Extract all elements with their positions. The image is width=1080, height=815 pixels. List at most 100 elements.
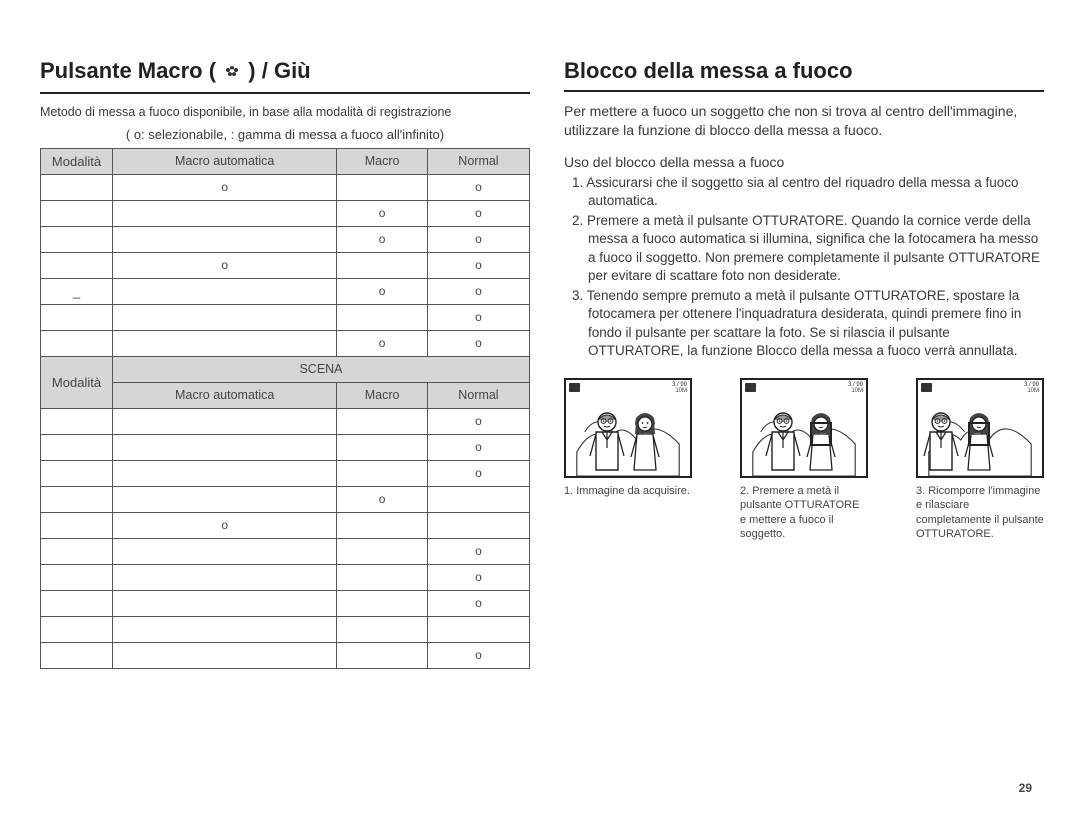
table-cell: o — [427, 226, 529, 252]
table-cell — [337, 564, 428, 590]
table-cell: o — [337, 200, 428, 226]
heading-text-pre: Pulsante Macro ( — [40, 58, 216, 83]
table-cell: o — [113, 174, 337, 200]
table-row: oo — [41, 330, 530, 356]
table-cell — [41, 434, 113, 460]
table-cell — [41, 538, 113, 564]
table-cell — [41, 330, 113, 356]
table-cell: o — [427, 252, 529, 278]
procedure-list: 1. Assicurarsi che il soggetto sia al ce… — [564, 174, 1044, 360]
scena-split-row: Modalità SCENA — [41, 356, 530, 382]
table-cell: o — [427, 174, 529, 200]
focus-frame — [968, 422, 990, 446]
camera-overlay-text: 3 / 9910M — [848, 382, 863, 394]
table-cell: o — [427, 304, 529, 330]
procedure-subtitle: Uso del blocco della messa a fuoco — [564, 154, 1044, 170]
table-cell — [337, 590, 428, 616]
table-header-row: Modalità Macro automatica Macro Normal — [41, 148, 530, 174]
table2-header-row: Macro automatica Macro Normal — [41, 382, 530, 408]
left-column: Pulsante Macro ( ) / Giù Metodo di messa… — [40, 58, 530, 785]
camera-overlay-text: 3 / 9910M — [672, 382, 687, 394]
table-cell: o — [427, 642, 529, 668]
table-cell — [113, 330, 337, 356]
table-cell — [337, 616, 428, 642]
manual-page: Pulsante Macro ( ) / Giù Metodo di messa… — [0, 0, 1080, 815]
table-row: o — [41, 408, 530, 434]
table-row: oo — [41, 226, 530, 252]
table-row: o — [41, 486, 530, 512]
table-row: _ oo — [41, 278, 530, 304]
camera-mode-icon — [569, 383, 580, 392]
focus-frame — [810, 422, 832, 446]
table-cell — [41, 642, 113, 668]
table-cell — [113, 538, 337, 564]
figure: 3 / 9910M2. Premere a metà il pulsante O… — [740, 378, 868, 541]
table-row: o — [41, 512, 530, 538]
left-heading: Pulsante Macro ( ) / Giù — [40, 58, 530, 94]
step-2: 2. Premere a metà il pulsante OTTURATORE… — [564, 212, 1044, 285]
step-3: 3. Tenendo sempre premuto a metà il puls… — [564, 287, 1044, 360]
table-cell — [427, 486, 529, 512]
table-row: o — [41, 304, 530, 330]
col-header: Normal — [427, 382, 529, 408]
scena-cell: SCENA — [113, 356, 530, 382]
modalita-cell: Modalità — [41, 356, 113, 408]
table-cell — [41, 486, 113, 512]
table-cell — [113, 564, 337, 590]
right-column: Blocco della messa a fuoco Per mettere a… — [564, 58, 1044, 785]
col-header: Macro — [337, 148, 428, 174]
camera-overlay-text: 3 / 9910M — [1024, 382, 1039, 394]
table-cell: o — [427, 408, 529, 434]
col-header: Macro automatica — [113, 382, 337, 408]
table-cell — [427, 616, 529, 642]
table-cell — [113, 226, 337, 252]
table-cell — [113, 616, 337, 642]
figure-caption: 1. Immagine da acquisire. — [564, 484, 692, 498]
right-heading: Blocco della messa a fuoco — [564, 58, 1044, 92]
table-row: oo — [41, 174, 530, 200]
table-cell — [337, 408, 428, 434]
table-cell: o — [337, 330, 428, 356]
table-cell — [337, 174, 428, 200]
table-cell — [427, 512, 529, 538]
table-cell: o — [427, 590, 529, 616]
table-cell: o — [427, 564, 529, 590]
figure-illustration: 3 / 9910M — [564, 378, 692, 478]
table-cell — [41, 564, 113, 590]
table-cell — [113, 486, 337, 512]
table-cell: o — [427, 330, 529, 356]
table-cell — [113, 460, 337, 486]
table-cell: o — [113, 512, 337, 538]
table-row: o — [41, 564, 530, 590]
col-header: Normal — [427, 148, 529, 174]
table-cell: o — [337, 278, 428, 304]
table-cell: o — [113, 252, 337, 278]
table-cell: o — [427, 278, 529, 304]
intro-paragraph: Per mettere a fuoco un soggetto che non … — [564, 102, 1044, 140]
table-row: o — [41, 590, 530, 616]
table-row: oo — [41, 200, 530, 226]
figure-illustration: 3 / 9910M — [740, 378, 868, 478]
table-cell — [41, 304, 113, 330]
focus-method-table: Modalità Macro automatica Macro Normal o… — [40, 148, 530, 669]
table-cell — [337, 460, 428, 486]
camera-mode-icon — [745, 383, 756, 392]
camera-mode-icon — [921, 383, 932, 392]
col-header: Modalità — [41, 148, 113, 174]
table-cell — [337, 434, 428, 460]
table-cell: o — [337, 226, 428, 252]
table-row: o — [41, 642, 530, 668]
table-cell — [337, 642, 428, 668]
table-cell — [41, 408, 113, 434]
table-row: oo — [41, 252, 530, 278]
table-row: o — [41, 460, 530, 486]
table-cell: o — [427, 538, 529, 564]
table-row — [41, 616, 530, 642]
table-cell — [41, 174, 113, 200]
table-cell — [41, 252, 113, 278]
heading-text-post: ) / Giù — [248, 58, 310, 83]
table-cell — [41, 512, 113, 538]
table-cell: _ — [41, 278, 113, 304]
figure-caption: 3. Ricomporre l'immagine e rilasciare co… — [916, 484, 1044, 541]
table-cell — [113, 434, 337, 460]
